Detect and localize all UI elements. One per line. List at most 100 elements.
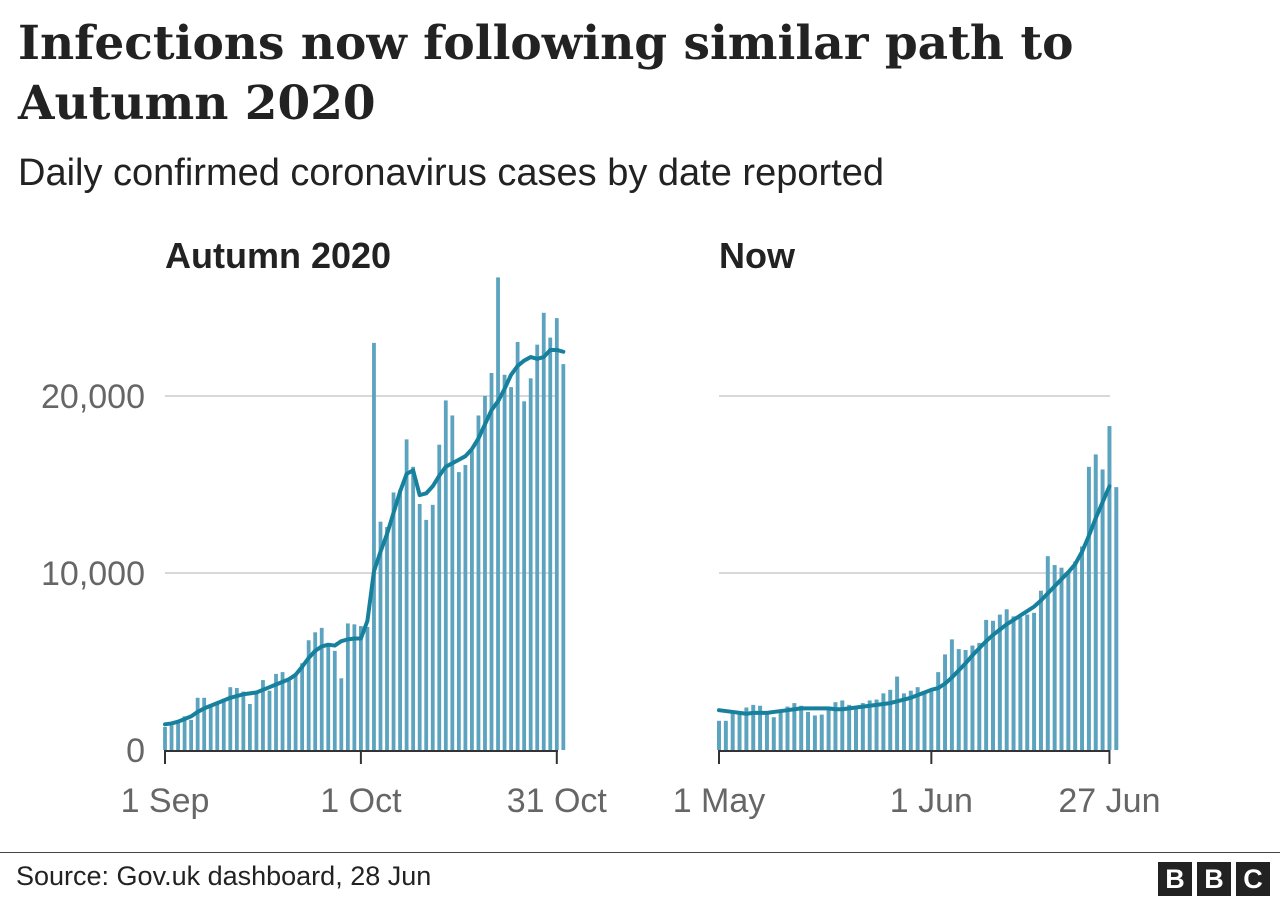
- bar: [332, 650, 337, 750]
- panel-title: Autumn 2020: [165, 235, 391, 276]
- bar: [300, 663, 305, 750]
- bar: [778, 710, 783, 751]
- bar: [806, 711, 811, 750]
- bar: [812, 715, 817, 751]
- bar: [274, 673, 278, 750]
- bar: [764, 711, 769, 750]
- bar: [1045, 556, 1050, 750]
- bar: [483, 396, 487, 750]
- footer-divider: [0, 852, 1280, 853]
- bar: [522, 401, 527, 750]
- bar: [840, 700, 845, 750]
- bar: [496, 277, 500, 750]
- bar: [254, 693, 259, 750]
- bar: [411, 466, 416, 750]
- y-tick-label: 0: [126, 732, 145, 770]
- bar: [1025, 614, 1030, 751]
- bar: [826, 706, 831, 750]
- bar: [261, 680, 265, 750]
- bar: [751, 704, 756, 750]
- bar: [561, 364, 566, 750]
- bar: [881, 693, 886, 750]
- bar: [293, 673, 298, 750]
- logo-letter-b2: B: [1197, 862, 1231, 896]
- bar: [267, 690, 272, 750]
- bar: [509, 387, 513, 750]
- bar: [287, 680, 291, 750]
- logo-letter-b1: B: [1158, 862, 1192, 896]
- bar: [202, 697, 207, 750]
- bar: [949, 639, 954, 751]
- bar: [391, 492, 396, 750]
- bar: [489, 372, 494, 750]
- bar: [908, 690, 913, 750]
- x-tick-label: 1 Sep: [121, 782, 210, 820]
- labels: 0 10,000 20,000 Autumn 2020 1 Sep 1 Oct 31 Oct…: [41, 235, 1160, 820]
- bar: [443, 400, 448, 750]
- bar: [182, 716, 187, 750]
- bar: [215, 703, 220, 750]
- bar: [326, 645, 331, 750]
- x-tick-label: 31 Oct: [507, 782, 608, 820]
- bar: [208, 706, 213, 750]
- bar: [1038, 590, 1043, 750]
- bar: [535, 344, 540, 750]
- y-tick-label: 10,000: [41, 555, 145, 593]
- trend-line: [163, 347, 566, 727]
- bar: [502, 374, 507, 750]
- bar: [744, 707, 749, 750]
- bar: [1066, 572, 1071, 750]
- bar: [365, 626, 370, 751]
- bar: [792, 703, 797, 751]
- bar: [1059, 567, 1064, 750]
- bar: [737, 713, 742, 750]
- bar: [372, 342, 376, 750]
- bar: [541, 312, 546, 750]
- bar: [901, 693, 906, 750]
- bar: [888, 689, 893, 750]
- bar: [1093, 454, 1098, 750]
- bar: [398, 489, 402, 750]
- chart-subtitle: Daily confirmed coronavirus cases by dat…: [18, 152, 884, 194]
- bar: [1073, 561, 1078, 750]
- bar: [874, 699, 879, 751]
- bar: [1080, 546, 1085, 750]
- bar: [956, 649, 961, 750]
- bar: [417, 503, 422, 750]
- bar: [189, 719, 194, 750]
- bar: [470, 450, 474, 750]
- panel-title: Now: [719, 235, 796, 276]
- bar: [1107, 426, 1112, 750]
- source-note: Source: Gov.uk dashboard, 28 Jun: [16, 861, 432, 891]
- bar: [345, 623, 350, 750]
- x-tick-label: 27 Jun: [1058, 782, 1160, 820]
- chart-title: Infections now following similar path to…: [18, 16, 1074, 131]
- bar: [195, 697, 200, 750]
- bar: [528, 378, 533, 750]
- bar: [1114, 487, 1119, 750]
- bar: [1100, 469, 1105, 750]
- bars: [163, 277, 1119, 751]
- bar: [163, 726, 167, 750]
- bar: [378, 521, 383, 750]
- bar: [758, 705, 763, 750]
- bar: [359, 626, 363, 750]
- bar: [424, 519, 429, 750]
- bar: [984, 619, 989, 750]
- gridlines: [165, 395, 1110, 574]
- bar: [819, 714, 824, 750]
- bar: [915, 687, 920, 751]
- bar: [430, 504, 435, 751]
- bar: [929, 691, 934, 750]
- bar: [799, 705, 804, 750]
- bar: [860, 703, 865, 751]
- bar: [437, 444, 442, 750]
- bar: [1086, 466, 1091, 750]
- trend-lines: [163, 347, 1112, 727]
- bar: [456, 472, 461, 750]
- bar: [404, 439, 409, 750]
- x-tick-label: 1 May: [673, 782, 766, 820]
- bar: [977, 642, 982, 750]
- bar: [476, 415, 481, 750]
- bar: [922, 693, 927, 750]
